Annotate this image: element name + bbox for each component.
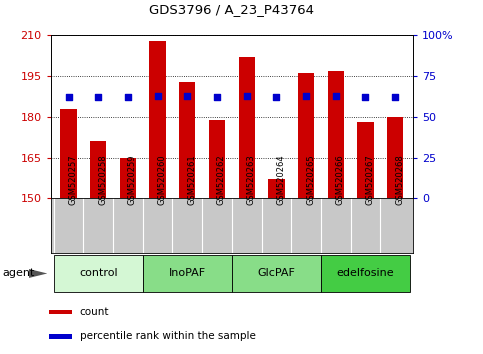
Text: GDS3796 / A_23_P43764: GDS3796 / A_23_P43764 bbox=[149, 3, 314, 16]
Text: GlcPAF: GlcPAF bbox=[257, 268, 295, 279]
Point bbox=[65, 95, 72, 100]
Bar bbox=[143, 255, 232, 292]
Text: agent: agent bbox=[2, 268, 35, 279]
Point bbox=[272, 95, 280, 100]
Text: GSM520267: GSM520267 bbox=[366, 154, 374, 205]
Bar bbox=[327, 71, 344, 198]
Bar bbox=[149, 41, 166, 198]
Text: GSM520262: GSM520262 bbox=[217, 154, 226, 205]
Text: percentile rank within the sample: percentile rank within the sample bbox=[80, 331, 256, 341]
Bar bbox=[357, 122, 374, 198]
Bar bbox=[49, 309, 72, 314]
Text: GSM520263: GSM520263 bbox=[247, 154, 256, 205]
Bar bbox=[232, 255, 321, 292]
Text: GSM520260: GSM520260 bbox=[157, 154, 167, 205]
Text: GSM520265: GSM520265 bbox=[306, 154, 315, 205]
Bar bbox=[120, 158, 136, 198]
Point bbox=[184, 93, 191, 98]
Text: GSM520257: GSM520257 bbox=[69, 154, 78, 205]
Text: GSM520264: GSM520264 bbox=[276, 154, 285, 205]
Bar bbox=[387, 117, 403, 198]
Point bbox=[362, 95, 369, 100]
Bar bbox=[179, 81, 196, 198]
Bar bbox=[60, 109, 77, 198]
Text: InoPAF: InoPAF bbox=[169, 268, 206, 279]
Bar bbox=[268, 179, 284, 198]
Point bbox=[391, 95, 399, 100]
Text: GSM520258: GSM520258 bbox=[98, 154, 107, 205]
Point bbox=[94, 95, 102, 100]
Point bbox=[332, 93, 340, 98]
Point bbox=[302, 93, 310, 98]
Bar bbox=[209, 120, 225, 198]
Bar bbox=[298, 73, 314, 198]
Bar bbox=[90, 141, 106, 198]
Bar bbox=[239, 57, 255, 198]
Text: count: count bbox=[80, 307, 109, 317]
Text: GSM520268: GSM520268 bbox=[395, 154, 404, 205]
Point bbox=[243, 93, 251, 98]
Bar bbox=[49, 334, 72, 339]
Text: control: control bbox=[79, 268, 117, 279]
Text: GSM520261: GSM520261 bbox=[187, 154, 196, 205]
Text: edelfosine: edelfosine bbox=[337, 268, 394, 279]
Text: GSM520259: GSM520259 bbox=[128, 154, 137, 205]
Text: GSM520266: GSM520266 bbox=[336, 154, 345, 205]
Polygon shape bbox=[29, 269, 47, 278]
Bar bbox=[54, 255, 143, 292]
Point bbox=[124, 95, 132, 100]
Point bbox=[213, 95, 221, 100]
Point bbox=[154, 93, 161, 98]
Bar bbox=[321, 255, 410, 292]
